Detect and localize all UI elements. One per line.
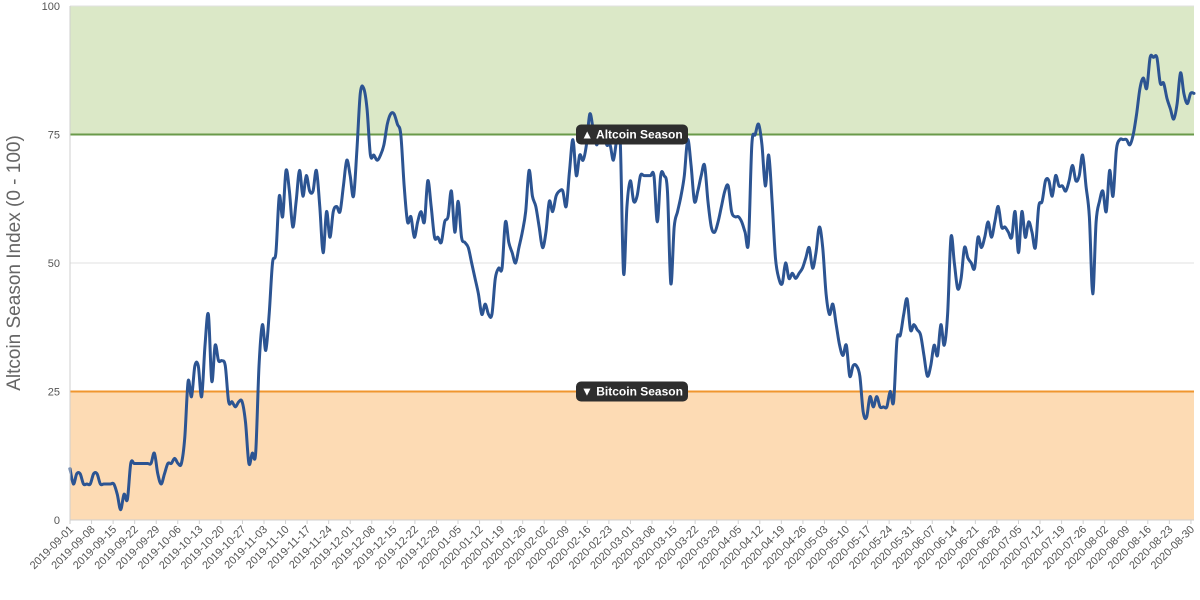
y-tick-label-25: 25	[48, 387, 60, 399]
series-line-altcoin-season-index	[68, 53, 1196, 512]
altcoin-season-badge-label: ▲ Altcoin Season	[581, 128, 682, 142]
altcoin-season-zone	[70, 6, 1194, 135]
y-tick-label-100: 100	[42, 1, 60, 13]
bitcoin-season-zone	[70, 391, 1194, 520]
altcoin-season-badge: ▲ Altcoin Season	[576, 124, 688, 145]
x-axis-ticks: 2019-09-012019-09-082019-09-152019-09-22…	[28, 520, 1197, 572]
series-layer	[68, 53, 1196, 512]
y-tick-label-75: 75	[48, 130, 60, 142]
y-axis-title: Altcoin Season Index (0 - 100)	[4, 135, 25, 391]
bitcoin-season-badge-bg	[576, 381, 688, 402]
bitcoin-season-badge-label: ▼ Bitcoin Season	[581, 385, 683, 399]
y-axis-ticks: 0 25 50 75 100	[42, 1, 60, 527]
threshold-badges: ▲ Altcoin Season ▼ Bitcoin Season	[576, 124, 688, 402]
y-tick-label-0: 0	[54, 515, 60, 527]
bitcoin-season-badge: ▼ Bitcoin Season	[576, 381, 688, 402]
altcoin-season-badge-bg	[576, 124, 688, 145]
y-tick-label-50: 50	[48, 258, 60, 270]
axes	[69, 6, 1194, 521]
